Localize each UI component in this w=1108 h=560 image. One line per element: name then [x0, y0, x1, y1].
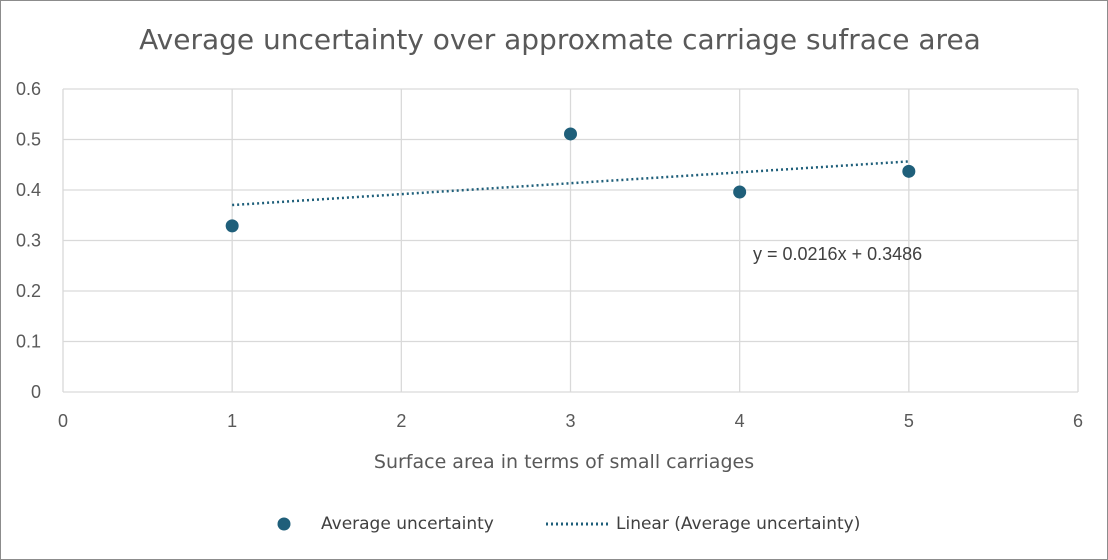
legend-label-average-uncertainty: Average uncertainty: [321, 514, 494, 534]
legend-label-linear-trend: Linear (Average uncertainty): [616, 514, 860, 534]
trendline-path: [232, 160, 909, 207]
y-tick-label: 0.2: [16, 281, 41, 301]
trendline: [232, 160, 909, 207]
x-tick-label: 0: [58, 411, 68, 431]
y-tick-label: 0.3: [16, 231, 41, 251]
data-points: [225, 127, 916, 233]
legend-marker-average-uncertainty: [277, 517, 291, 531]
y-tick-label: 0.5: [16, 130, 41, 150]
y-axis-ticks: 0 0.1 0.2 0.3 0.4 0.5 0.6: [16, 79, 41, 402]
x-axis-ticks: 0 1 2 3 4 5 6: [58, 411, 1083, 431]
x-tick-label: 1: [227, 411, 237, 431]
trendline-equation: y = 0.0216x + 0.3486: [753, 244, 922, 264]
data-point: [225, 219, 239, 233]
legend: Average uncertainty Linear (Average unce…: [277, 514, 860, 534]
x-tick-label: 6: [1073, 411, 1083, 431]
data-point: [564, 127, 577, 141]
y-tick-label: 0.6: [16, 79, 41, 99]
y-tick-label: 0.1: [16, 332, 41, 352]
x-axis-label: Surface area in terms of small carriages: [374, 451, 754, 473]
x-tick-label: 2: [396, 411, 406, 431]
chart-title: Average uncertainty over approxmate carr…: [139, 23, 981, 56]
x-tick-label: 3: [565, 411, 575, 431]
y-tick-label: 0: [31, 382, 41, 402]
data-point: [902, 164, 916, 178]
x-tick-label: 5: [904, 411, 914, 431]
y-tick-label: 0.4: [16, 180, 41, 200]
x-tick-label: 4: [735, 411, 745, 431]
data-point: [733, 185, 747, 199]
